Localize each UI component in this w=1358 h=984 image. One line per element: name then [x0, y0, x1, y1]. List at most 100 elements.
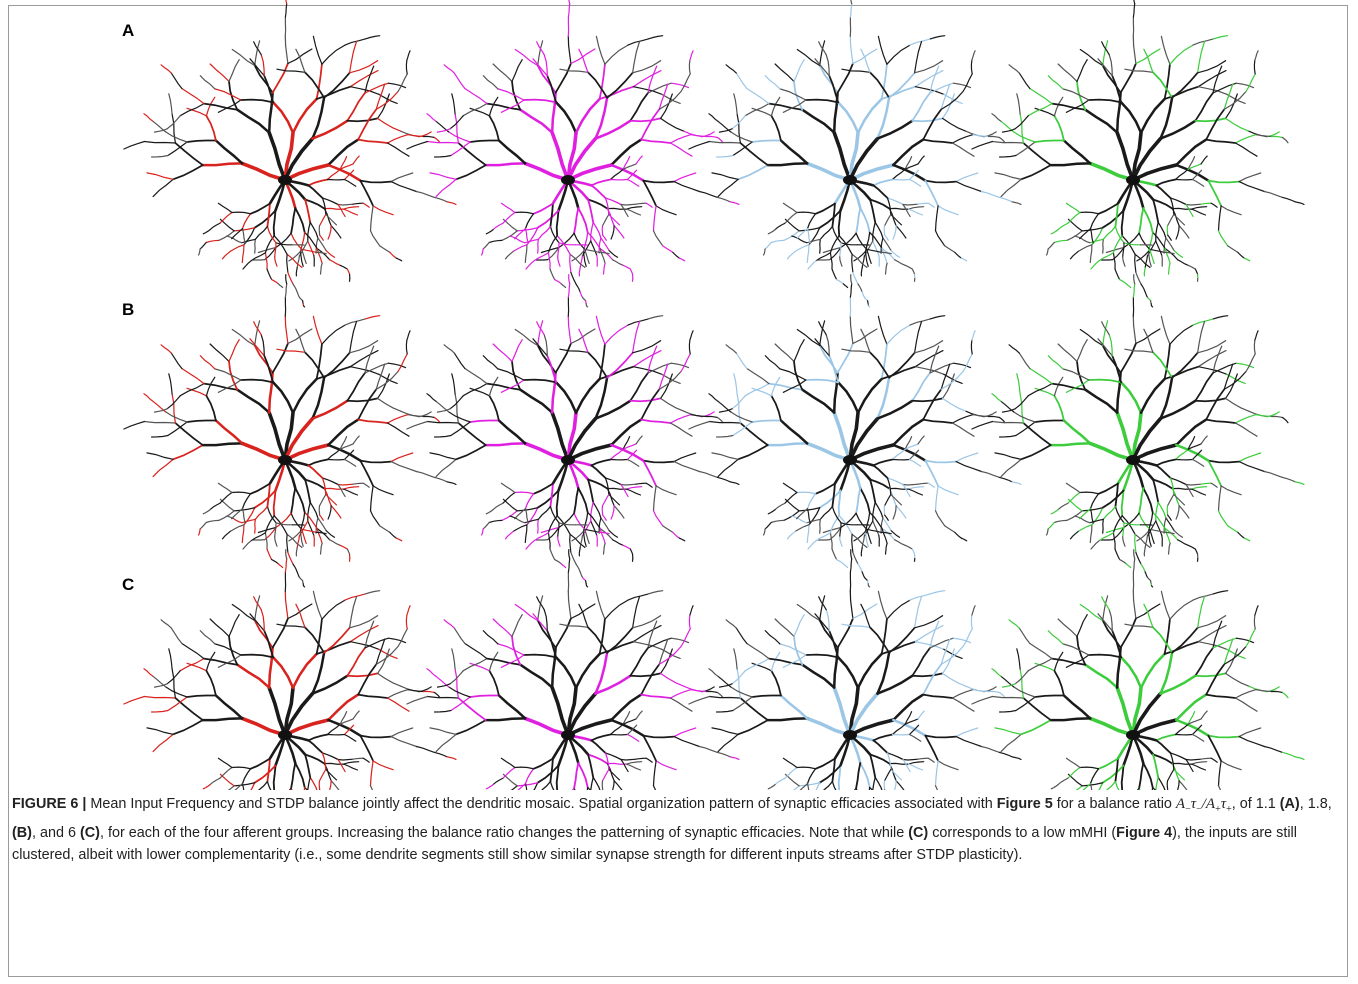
dendrite [597, 255, 598, 266]
dendrite [320, 495, 326, 506]
dendrite [945, 246, 955, 253]
dendrite [568, 36, 571, 63]
dendrite [465, 89, 487, 104]
dendrite [841, 788, 856, 790]
dendrite [856, 788, 867, 790]
dendrite [891, 770, 902, 780]
dendrite [621, 204, 636, 205]
dendrite [883, 518, 891, 531]
dendrite [444, 345, 454, 353]
dendrite [328, 420, 358, 445]
dendrite [953, 690, 974, 698]
dendrite [574, 788, 585, 790]
dendrite [187, 663, 206, 671]
dendrite [1206, 420, 1235, 423]
dendrite [1219, 786, 1228, 790]
dendrite [671, 83, 688, 87]
dendrite [215, 89, 241, 100]
dendrite [1195, 93, 1213, 121]
neuron-drawing [124, 275, 456, 587]
dendrite [293, 379, 317, 413]
dendrite [1176, 449, 1189, 459]
dendrite [360, 181, 391, 183]
dendrite [630, 673, 660, 676]
dendrite [578, 488, 587, 512]
dendrite [427, 394, 436, 402]
dendrite [599, 252, 609, 253]
dendrite [525, 245, 527, 263]
dendrite [493, 778, 503, 784]
dendrite [832, 549, 837, 560]
dendrite [501, 483, 515, 492]
dendrite [621, 759, 636, 760]
dendrite [347, 398, 377, 401]
dendrite [806, 380, 838, 383]
dendrite [771, 520, 784, 522]
dendrite [623, 545, 630, 549]
dendrite [1009, 345, 1019, 353]
dendrite [611, 506, 614, 519]
dendrite [910, 460, 921, 467]
neuron-drawing [124, 550, 456, 790]
dendrite [456, 445, 486, 459]
dendrite [771, 671, 781, 696]
dendrite [785, 493, 797, 504]
dendrite [1071, 531, 1079, 538]
dendrite [856, 208, 860, 233]
dendrite [1120, 560, 1127, 564]
dendrite [671, 690, 692, 698]
dendrite [1145, 292, 1148, 298]
dendrite [1112, 356, 1121, 383]
dendrite [654, 761, 657, 786]
dendrite [591, 465, 605, 478]
dendrite [1121, 344, 1136, 373]
dendrite [534, 204, 553, 214]
dendrite [1068, 213, 1080, 224]
dendrite [802, 390, 834, 413]
dendrite [609, 215, 620, 225]
dendrite [243, 541, 251, 549]
dendrite [388, 363, 405, 367]
dendrite [745, 384, 769, 396]
dendrite [206, 652, 214, 671]
dendrite [1167, 781, 1168, 790]
dendrite [398, 629, 407, 647]
dendrite [885, 495, 891, 506]
dendrite [1208, 461, 1221, 486]
dendrite [806, 655, 838, 658]
dendrite [918, 483, 928, 484]
dendrite [870, 755, 875, 778]
dendrite [771, 377, 779, 396]
dendrite [388, 415, 409, 423]
panel-label: A [122, 21, 134, 40]
dendrite [1244, 538, 1249, 541]
dendrite [1150, 529, 1164, 532]
dendrite [538, 491, 559, 508]
dendrite [1150, 249, 1164, 252]
dendrite [447, 202, 456, 205]
dendrite [388, 690, 409, 698]
dendrite [424, 136, 435, 137]
dendrite [1158, 502, 1166, 518]
dendrite [203, 510, 210, 514]
dendrite [293, 284, 297, 292]
dendrite [171, 353, 182, 368]
dendrite [483, 523, 489, 530]
dendrite [671, 698, 693, 711]
dendrite [555, 560, 562, 564]
dendrite [611, 724, 624, 734]
dendrite [780, 89, 806, 100]
dendrite [671, 363, 688, 367]
page: {"figure": { "panel_labels": ["A", "B", … [0, 0, 1358, 984]
dendrite [408, 690, 424, 692]
dendrite [961, 258, 966, 261]
dendrite [308, 735, 327, 741]
dendrite [963, 629, 972, 647]
dendrite [295, 488, 304, 512]
dendrite [326, 251, 334, 258]
dendrite [1054, 396, 1064, 421]
dendrite [1244, 258, 1249, 261]
dendrite [627, 489, 641, 495]
dendrite [736, 628, 747, 643]
dendrite [210, 503, 220, 509]
